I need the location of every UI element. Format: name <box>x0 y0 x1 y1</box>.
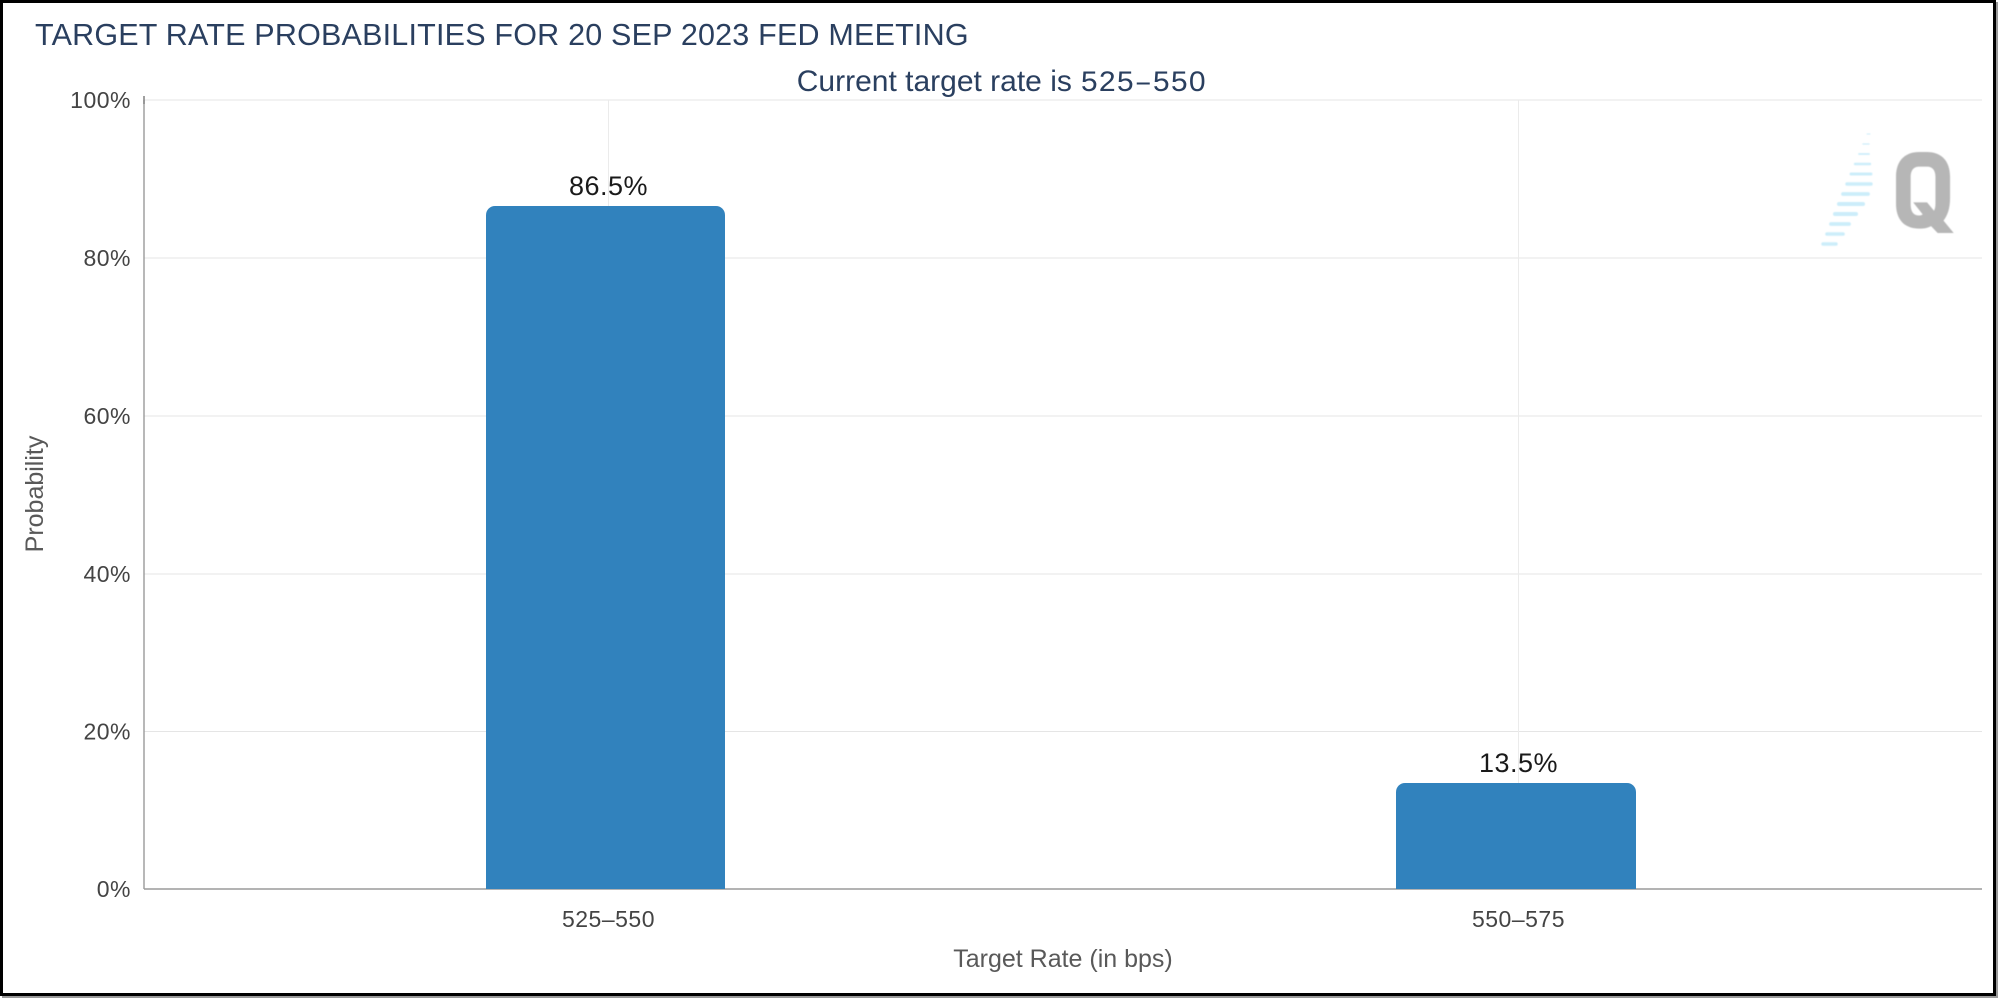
svg-text:525–550: 525–550 <box>562 906 655 932</box>
svg-text:40%: 40% <box>83 561 131 587</box>
svg-text:550–575: 550–575 <box>1472 906 1565 932</box>
svg-text:13.5%: 13.5% <box>1479 748 1558 778</box>
svg-text:80%: 80% <box>83 245 131 271</box>
svg-text:Probability: Probability <box>21 435 49 552</box>
svg-text:60%: 60% <box>83 403 131 429</box>
svg-text:100%: 100% <box>70 87 131 113</box>
svg-text:0%: 0% <box>97 876 131 902</box>
svg-text:Target Rate (in bps): Target Rate (in bps) <box>953 945 1173 973</box>
svg-text:20%: 20% <box>83 719 131 745</box>
svg-text:86.5%: 86.5% <box>569 171 648 201</box>
